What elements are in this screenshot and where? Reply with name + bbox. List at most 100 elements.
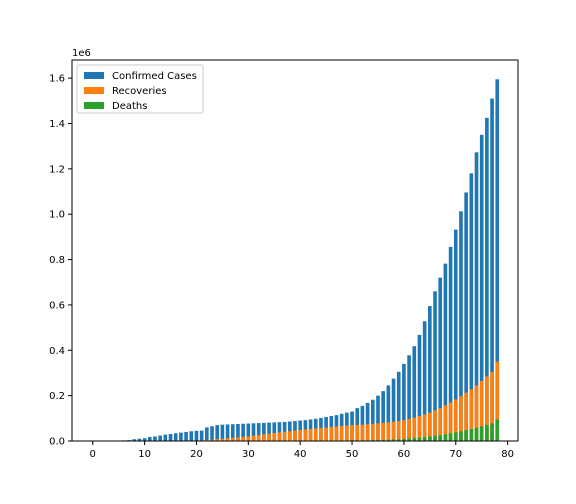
bar: [391, 439, 396, 441]
bar: [288, 431, 292, 441]
bar: [137, 438, 142, 441]
bar: [241, 423, 245, 441]
bar: [412, 417, 417, 441]
bar: [464, 392, 468, 441]
bar: [153, 436, 157, 441]
bar: [236, 423, 240, 441]
bar: [479, 380, 484, 441]
bar: [308, 428, 313, 441]
bar: [360, 424, 365, 441]
bar: [386, 439, 391, 441]
bar: [230, 437, 235, 441]
bar: [147, 436, 152, 441]
bar: [179, 432, 183, 441]
bar: [386, 422, 391, 441]
x-tick-label: 50: [346, 449, 359, 460]
bar: [215, 439, 220, 441]
bar: [225, 438, 230, 441]
bar: [184, 431, 188, 441]
bar: [355, 408, 360, 441]
bar: [339, 426, 344, 441]
y-tick-label: 1.6: [49, 74, 65, 85]
bar: [422, 414, 427, 441]
series-recoveries: [163, 361, 500, 442]
bar: [407, 438, 411, 441]
y-tick-label: 0.6: [49, 300, 65, 311]
bar: [381, 439, 385, 441]
bar: [485, 376, 489, 441]
bar: [262, 422, 266, 441]
bar: [479, 426, 484, 441]
x-tick-label: 80: [501, 449, 514, 460]
bar: [355, 424, 360, 441]
x-axis: 0 10 20 30 40 50 60 70 80: [90, 441, 514, 460]
bar: [246, 436, 251, 441]
bar: [443, 263, 448, 441]
bar: [277, 432, 282, 441]
bar: [246, 423, 251, 441]
bar: [376, 423, 380, 441]
bar: [459, 211, 463, 441]
bar: [464, 430, 468, 441]
bar: [210, 426, 214, 441]
bar: [417, 334, 422, 441]
bar: [490, 98, 494, 442]
y-tick-label: 1.4: [49, 119, 65, 130]
bar: [412, 346, 417, 441]
bar: [225, 424, 230, 441]
bar: [381, 422, 385, 441]
legend-swatch: [84, 87, 104, 94]
legend-swatch: [84, 72, 104, 79]
y-tick-label: 0.0: [49, 437, 65, 448]
bar: [474, 385, 479, 441]
bar: [142, 438, 147, 441]
bar: [495, 419, 500, 441]
bar: [474, 152, 479, 442]
bar: [422, 437, 427, 441]
bar: [485, 117, 489, 441]
bar: [464, 192, 468, 441]
bar: [469, 173, 474, 441]
x-tick-label: 10: [138, 449, 151, 460]
bar: [132, 439, 137, 441]
bar: [256, 435, 261, 441]
legend: Confirmed Cases Recoveries Deaths: [76, 64, 204, 114]
bar: [324, 427, 328, 441]
legend-label: Deaths: [112, 101, 147, 112]
bar: [370, 423, 375, 441]
bar: [453, 432, 458, 441]
bar: [381, 391, 385, 441]
x-tick-label: 30: [242, 449, 255, 460]
bar: [438, 277, 443, 441]
bar: [329, 426, 334, 441]
bar: [194, 430, 199, 441]
bar: [313, 428, 318, 441]
bar: [407, 355, 411, 441]
axes-frame: [71, 59, 519, 442]
bar: [428, 436, 432, 441]
bar: [220, 424, 225, 441]
bar: [469, 428, 474, 441]
bar: [350, 425, 354, 442]
series-confirmed-cases: [116, 79, 500, 442]
x-tick-label: 60: [398, 449, 411, 460]
bar: [396, 439, 401, 441]
bar: [205, 427, 209, 441]
bar: [386, 385, 391, 441]
bar: [448, 433, 453, 441]
bar: [267, 422, 271, 441]
bar: [277, 422, 282, 441]
bar: [485, 424, 489, 441]
bar: [370, 399, 375, 441]
bar: [163, 434, 168, 441]
bar: [215, 425, 220, 442]
bar: [189, 431, 194, 441]
bar: [365, 402, 370, 441]
bar: [490, 371, 494, 441]
x-tick-label: 40: [294, 449, 307, 460]
bar: [345, 425, 349, 441]
legend-label: Recoveries: [112, 86, 167, 97]
bar: [402, 363, 406, 441]
bar: [199, 430, 204, 441]
